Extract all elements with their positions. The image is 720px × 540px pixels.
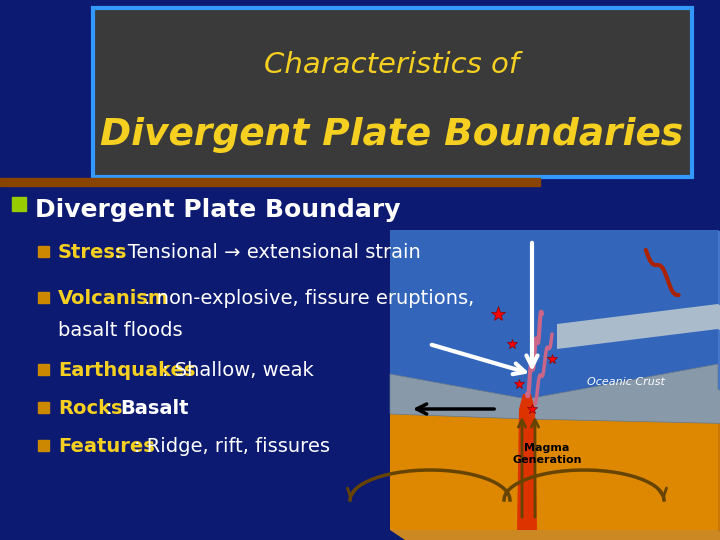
Bar: [390, 404, 718, 530]
Polygon shape: [527, 364, 720, 424]
Text: Oceanic Crust: Oceanic Crust: [588, 377, 665, 387]
Text: Basalt: Basalt: [120, 399, 189, 417]
Text: Volcanism: Volcanism: [58, 288, 169, 307]
Polygon shape: [718, 404, 720, 540]
Text: Stress: Stress: [58, 242, 127, 261]
Bar: [0, 178, 540, 186]
Text: Earthquakes: Earthquakes: [58, 361, 195, 380]
Text: Divergent Plate Boundary: Divergent Plate Boundary: [35, 198, 400, 222]
Polygon shape: [718, 230, 720, 540]
Bar: [38, 246, 49, 257]
Text: :: :: [106, 399, 118, 417]
Text: Characteristics of: Characteristics of: [264, 51, 520, 79]
Bar: [38, 402, 49, 413]
Bar: [38, 292, 49, 303]
Polygon shape: [390, 530, 720, 540]
Text: Rocks: Rocks: [58, 399, 122, 417]
Bar: [38, 364, 49, 375]
Text: basalt floods: basalt floods: [58, 321, 183, 340]
Text: : Tensional → extensional strain: : Tensional → extensional strain: [115, 242, 420, 261]
FancyBboxPatch shape: [93, 8, 692, 177]
Polygon shape: [390, 374, 527, 419]
Text: Divergent Plate Boundaries: Divergent Plate Boundaries: [100, 117, 683, 153]
Text: : Ridge, rift, fissures: : Ridge, rift, fissures: [134, 436, 330, 456]
Text: : non-explosive, fissure eruptions,: : non-explosive, fissure eruptions,: [143, 288, 474, 307]
Bar: [38, 440, 49, 451]
Polygon shape: [517, 394, 537, 530]
Polygon shape: [557, 304, 720, 349]
Bar: [390, 230, 718, 530]
Text: Features: Features: [58, 436, 155, 456]
Bar: [12, 197, 26, 211]
Text: Magma
Generation: Magma Generation: [512, 443, 582, 465]
Text: : Shallow, weak: : Shallow, weak: [163, 361, 314, 380]
